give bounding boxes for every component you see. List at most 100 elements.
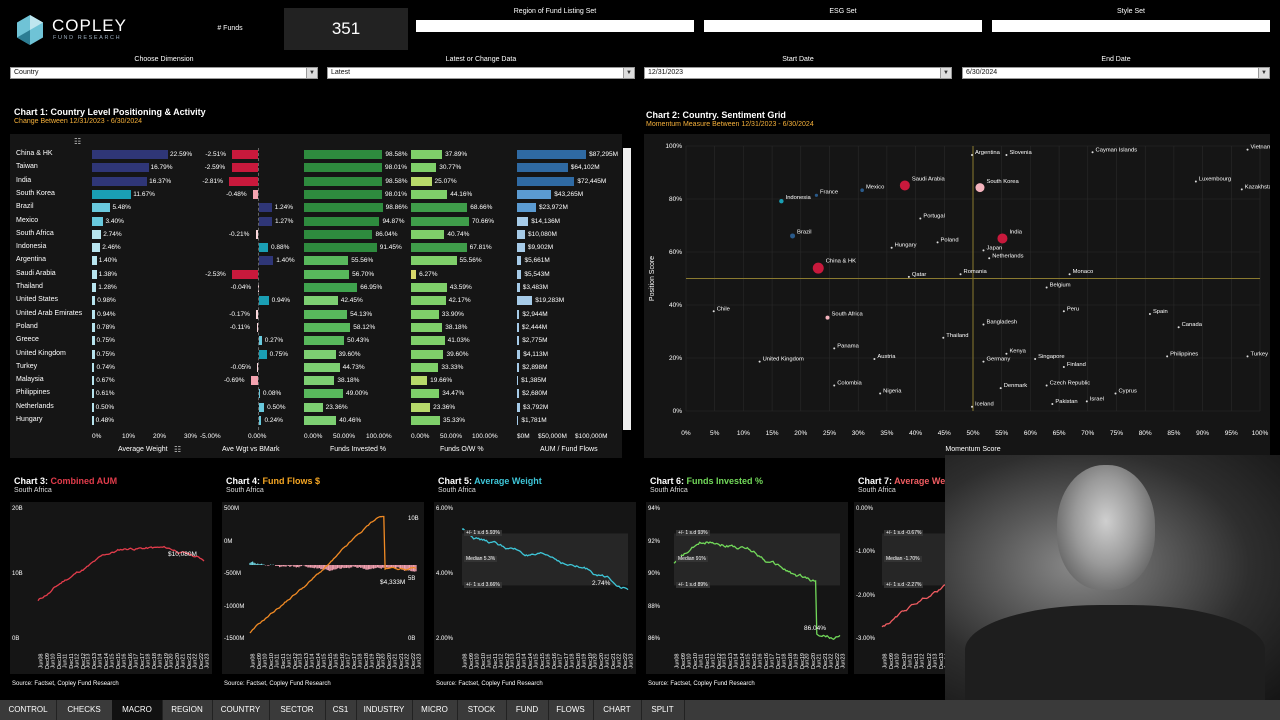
country-label[interactable]: Thailand [16, 283, 43, 290]
aum-bar [517, 389, 520, 399]
end-date-select[interactable]: 6/30/2024 ▼ [962, 67, 1270, 79]
funds-ow-bar [411, 256, 457, 266]
country-label[interactable]: United Arab Emirates [16, 309, 83, 317]
vs-bmark-bar [231, 163, 258, 173]
small-chart-svg [673, 533, 841, 640]
tab-micro[interactable]: MICRO [412, 700, 458, 720]
copley-logo-icon [17, 15, 43, 45]
avg-weight-value: 16.37% [149, 177, 172, 185]
country-label[interactable]: China & HK [16, 150, 53, 157]
point-label: Netherlands [992, 253, 1023, 259]
tab-macro[interactable]: MACRO [112, 700, 163, 720]
country-label[interactable]: Turkey [16, 362, 38, 370]
tab-checks[interactable]: CHECKS [56, 700, 113, 720]
avg-weight-value: 0.50% [95, 403, 115, 411]
scatter-point [1194, 180, 1197, 183]
tab-fund[interactable]: FUND [506, 700, 549, 720]
date-tick: Jun08 [250, 653, 257, 669]
country-label[interactable]: Taiwan [16, 163, 38, 171]
point-label: Hungary [895, 243, 917, 249]
region-set-input[interactable] [416, 20, 694, 32]
point-label: India [1009, 229, 1022, 235]
country-label[interactable]: India [16, 176, 32, 184]
country-label[interactable]: Greece [16, 336, 39, 344]
date-tick: Jun15 [109, 653, 116, 669]
aum-bar [517, 376, 519, 386]
avg-weight-value: 0.74% [96, 363, 115, 371]
avg-weight-value: 3.40% [105, 217, 124, 225]
sort-icon[interactable]: ☷ [74, 137, 82, 146]
dimension-label: Choose Dimension [134, 56, 194, 63]
avg-weight-bar [92, 309, 96, 319]
country-label[interactable]: Indonesia [16, 243, 47, 251]
tab-flows[interactable]: FLOWS [548, 700, 594, 720]
point-label: Czech Republic [1050, 381, 1091, 387]
point-label: Thailand [946, 333, 968, 339]
start-date-select[interactable]: 12/31/2023 ▼ [644, 67, 952, 79]
date-tick: Jun13 [932, 653, 939, 669]
point-label: Indonesia [786, 195, 812, 201]
country-label[interactable]: Netherlands [16, 402, 54, 410]
country-label[interactable]: Argentina [16, 256, 46, 264]
chart2-subtitle: Momentum Measure Between 12/31/2023 - 6/… [646, 121, 814, 128]
tab-stock[interactable]: STOCK [457, 700, 507, 720]
sd-band-label: +/- 1 s.d -2.27% [884, 581, 924, 588]
x-tick: 40% [909, 430, 922, 437]
scatter-point [812, 262, 824, 274]
country-label[interactable]: Malaysia [16, 376, 44, 384]
funds-ow-bar [411, 189, 448, 199]
dimension-select-value: Country [14, 69, 39, 76]
date-tick: Jun18 [357, 653, 364, 669]
chevron-down-icon: ▼ [1258, 68, 1269, 78]
tab-control[interactable]: CONTROL [0, 700, 57, 720]
esg-set-input[interactable] [704, 20, 982, 32]
country-label[interactable]: Hungary [16, 416, 43, 423]
date-tick: Jun15 [321, 653, 328, 669]
small-y-tick: 10B [12, 571, 23, 577]
scatter-point [873, 358, 876, 360]
tab-cs1[interactable]: CS1 [325, 700, 357, 720]
latest-select[interactable]: Latest ▼ [327, 67, 635, 79]
dimension-select[interactable]: Country ▼ [10, 67, 318, 79]
chart1-scrollbar[interactable] [623, 148, 631, 430]
funds-ow-bar [411, 322, 443, 332]
tab-split[interactable]: SPLIT [641, 700, 685, 720]
scatter-point [825, 315, 830, 320]
country-label[interactable]: Poland [16, 322, 38, 330]
end-date-value: 6/30/2024 [966, 69, 998, 76]
start-date-label: Start Date [782, 56, 814, 63]
avg-weight-bar [92, 402, 94, 412]
funds-invested-bar [304, 203, 383, 213]
funds-ow-bar [411, 376, 428, 386]
country-label[interactable]: South Africa [16, 229, 54, 237]
zero-line [258, 148, 260, 430]
country-label[interactable]: Saudi Arabia [16, 269, 56, 277]
small-y2-tick: 10B [408, 516, 419, 522]
scatter-point [1177, 326, 1180, 329]
scatter-point [1148, 312, 1151, 315]
country-label[interactable]: Philippines [16, 389, 50, 397]
avg-weight-value: 11.67% [133, 190, 155, 198]
sort-icon[interactable]: ☷ [174, 445, 182, 454]
style-set-input[interactable] [992, 20, 1270, 32]
avg-weight-bar [92, 176, 148, 186]
date-tick: Jun17 [133, 653, 140, 669]
tab-chart[interactable]: CHART [593, 700, 642, 720]
tab-region[interactable]: REGION [162, 700, 213, 720]
x-tick: 55% [995, 430, 1008, 437]
tab-country[interactable]: COUNTRY [212, 700, 270, 720]
funds-invested-bar [304, 362, 340, 372]
country-label[interactable]: Mexico [16, 216, 39, 224]
country-label[interactable]: United States [16, 296, 59, 304]
country-label[interactable]: United Kingdom [16, 349, 66, 357]
aum-value: $3,792M [523, 403, 549, 411]
country-label[interactable]: South Korea [16, 189, 55, 197]
country-label[interactable]: Brazil [16, 203, 34, 211]
vs-bmark-bar [232, 269, 258, 279]
tab-sector[interactable]: SECTOR [269, 700, 326, 720]
tab-industry[interactable]: INDUSTRY [356, 700, 413, 720]
funds-ow-value: 55.56% [459, 257, 482, 265]
aum-bar [517, 269, 522, 279]
funds-ow-value: 6.27% [419, 270, 438, 278]
funds-ow-bar [411, 402, 431, 412]
